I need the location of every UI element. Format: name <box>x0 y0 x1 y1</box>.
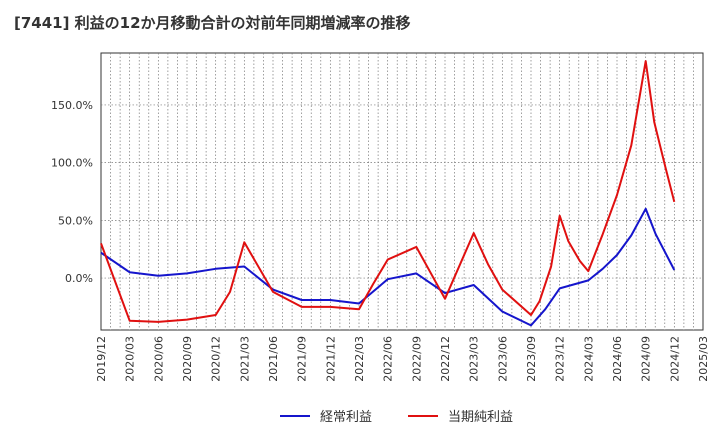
plot-area <box>100 52 704 331</box>
x-tick-label: 2023/06 <box>496 336 509 382</box>
y-tick-label: 0.0% <box>65 272 93 285</box>
x-tick-label: 2023/12 <box>554 336 567 382</box>
x-tick-label: 2021/09 <box>296 336 309 382</box>
y-axis: 0.0% 50.0% 100.0% 150.0% <box>51 99 93 285</box>
chart-title: [7441] 利益の12か月移動合計の対前年同期増減率の推移 <box>14 14 411 32</box>
x-tick-label: 2022/03 <box>353 336 366 382</box>
x-tick-label: 2024/06 <box>611 336 624 382</box>
x-axis: 2019/12 2020/03 2020/06 2020/09 2020/12 2021/… <box>95 336 710 382</box>
x-tick-label: 2021/06 <box>267 336 280 382</box>
series-lines <box>100 60 676 327</box>
x-tick-label: 2020/09 <box>181 336 194 382</box>
x-tick-label: 2023/09 <box>525 336 538 382</box>
x-tick-label: 2022/06 <box>382 336 395 382</box>
x-tick-label: 2024/12 <box>668 336 681 382</box>
x-tick-label: 2024/03 <box>582 336 595 382</box>
x-tick-label: 2020/06 <box>152 336 165 382</box>
y-tick-label: 50.0% <box>58 214 93 227</box>
x-tick-label: 2021/03 <box>238 336 251 382</box>
series-line <box>100 60 676 323</box>
x-tick-label: 2025/03 <box>697 336 710 382</box>
x-tick-label: 2022/09 <box>410 336 423 382</box>
legend: 経常利益 当期純利益 <box>280 410 513 425</box>
gridlines <box>101 53 703 330</box>
series-line <box>100 207 676 327</box>
x-tick-label: 2019/12 <box>95 336 108 382</box>
y-tick-label: 150.0% <box>51 99 93 112</box>
legend-label: 当期純利益 <box>448 410 513 425</box>
x-tick-label: 2020/03 <box>124 336 137 382</box>
x-tick-label: 2022/12 <box>439 336 452 382</box>
plot-frame <box>100 52 704 331</box>
x-tick-label: 2021/12 <box>324 336 337 382</box>
x-tick-label: 2020/12 <box>210 336 223 382</box>
y-tick-label: 100.0% <box>51 157 93 170</box>
x-tick-label: 2023/03 <box>468 336 481 382</box>
legend-label: 経常利益 <box>320 410 372 425</box>
x-tick-label: 2024/09 <box>640 336 653 382</box>
